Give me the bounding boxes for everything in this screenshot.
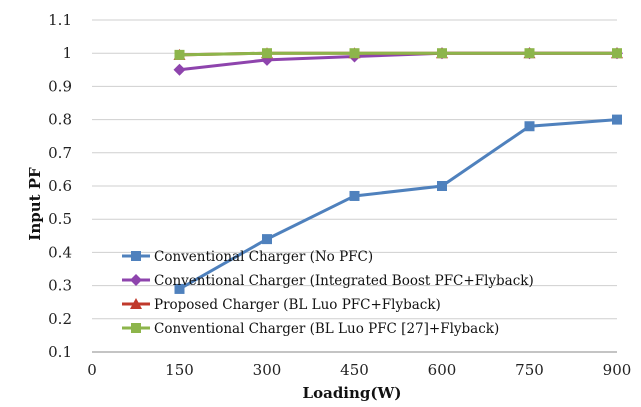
legend-label: Conventional Charger (Integrated Boost P… [154,273,534,289]
legend-marker [131,251,141,261]
series-3 [174,48,622,60]
series-line [179,51,617,57]
data-point [524,121,535,132]
y-axis-ticks: 0.1 0.2 0.3 0.4 0.5 0.6 0.7 0.8 0.9 1 1.1 [48,11,72,361]
legend-entry: Conventional Charger (BL Luo PFC [27]+Fl… [122,321,499,337]
series-layer [173,47,623,294]
data-point [437,181,447,191]
y-tick-label: 0.8 [48,111,72,129]
legend-label: Conventional Charger (BL Luo PFC [27]+Fl… [154,321,499,337]
data-point [262,48,272,59]
y-axis-title: Input PF [26,167,44,241]
legend-entry: Conventional Charger (Integrated Boost P… [122,273,534,289]
series-line [178,118,618,291]
y-tick-label: 0.4 [48,243,72,261]
x-tick-label: 900 [603,361,632,379]
data-point [262,234,272,245]
y-tick-label: 0.6 [48,177,72,195]
y-tick-label: 0.2 [48,310,72,328]
legend-marker [130,298,142,309]
series-0 [174,114,622,294]
x-tick-label: 600 [428,361,457,379]
y-tick-label: 0.7 [48,144,72,162]
data-point [349,48,360,59]
series-1 [173,47,623,76]
x-tick-label: 750 [515,361,544,379]
y-tick-label: 0.1 [48,343,72,361]
data-point [612,114,622,125]
x-tick-label: 150 [165,361,194,379]
data-point [349,190,360,201]
legend-entry: Proposed Charger (BL Luo PFC+Flyback) [122,297,441,313]
data-point [174,283,185,294]
series-line [179,51,617,72]
x-tick-label: 300 [253,361,282,379]
y-tick-label: 1 [62,44,72,62]
x-axis-ticks: 0 150 300 450 600 750 900 [87,361,631,379]
legend-marker [130,274,142,286]
legend-label: Proposed Charger (BL Luo PFC+Flyback) [154,297,441,313]
data-point [173,63,186,76]
legend-entry: Conventional Charger (No PFC) [122,249,373,265]
x-tick-label: 450 [340,361,369,379]
y-tick-label: 0.3 [48,277,72,295]
data-point [437,48,447,59]
legend-marker [131,323,141,333]
y-tick-label: 1.1 [48,11,72,29]
x-tick-label: 0 [87,361,97,379]
data-point [524,48,535,59]
legend: Conventional Charger (No PFC) Conventiona… [122,249,534,337]
x-axis-title: Loading(W) [303,384,402,402]
legend-label: Conventional Charger (No PFC) [154,249,373,265]
data-point [174,49,185,60]
y-tick-label: 0.5 [48,210,72,228]
data-point [612,48,622,59]
y-tick-label: 0.9 [48,77,72,95]
